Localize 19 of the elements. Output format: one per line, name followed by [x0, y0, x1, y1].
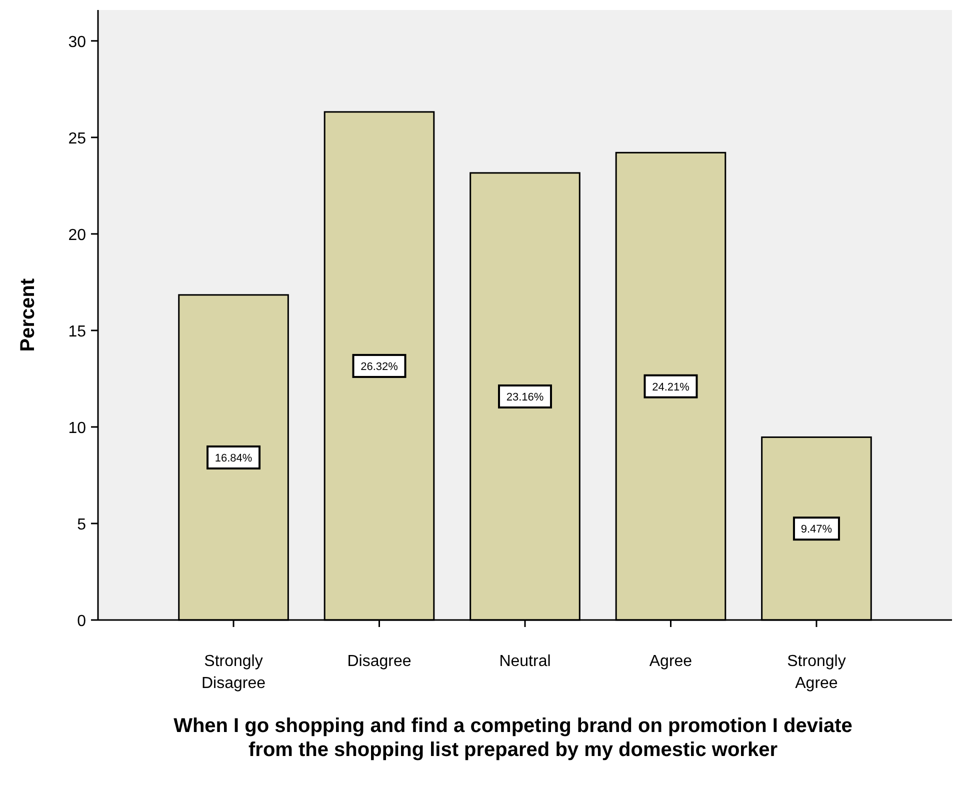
data-label: 23.16% [506, 391, 544, 404]
y-tick-label: 0 [77, 613, 86, 630]
x-tick-label: Agree [649, 653, 692, 670]
y-axis-title: Percent [17, 278, 39, 352]
data-label: 16.84% [214, 452, 252, 464]
y-tick-label: 20 [68, 226, 86, 244]
y-tick-label: 15 [68, 323, 86, 340]
y-tick-label: 25 [68, 130, 86, 148]
x-tick-label: Disagree [347, 653, 412, 670]
y-tick-label: 30 [68, 34, 86, 51]
data-label: 9.47% [800, 524, 832, 536]
y-tick-label: 10 [68, 420, 86, 437]
x-tick-label: Strongly Agree [787, 653, 846, 692]
x-tick-label: Neutral [499, 653, 551, 670]
y-tick-label: 5 [77, 516, 86, 534]
data-label: 26.32% [360, 360, 398, 373]
x-tick-label: Strongly Disagree [202, 653, 266, 692]
data-label: 24.21% [652, 381, 690, 394]
x-axis-title: When I go shopping and find a competing brand on promotion I deviate from the shopping list prepared by my domestic worker [174, 715, 852, 761]
